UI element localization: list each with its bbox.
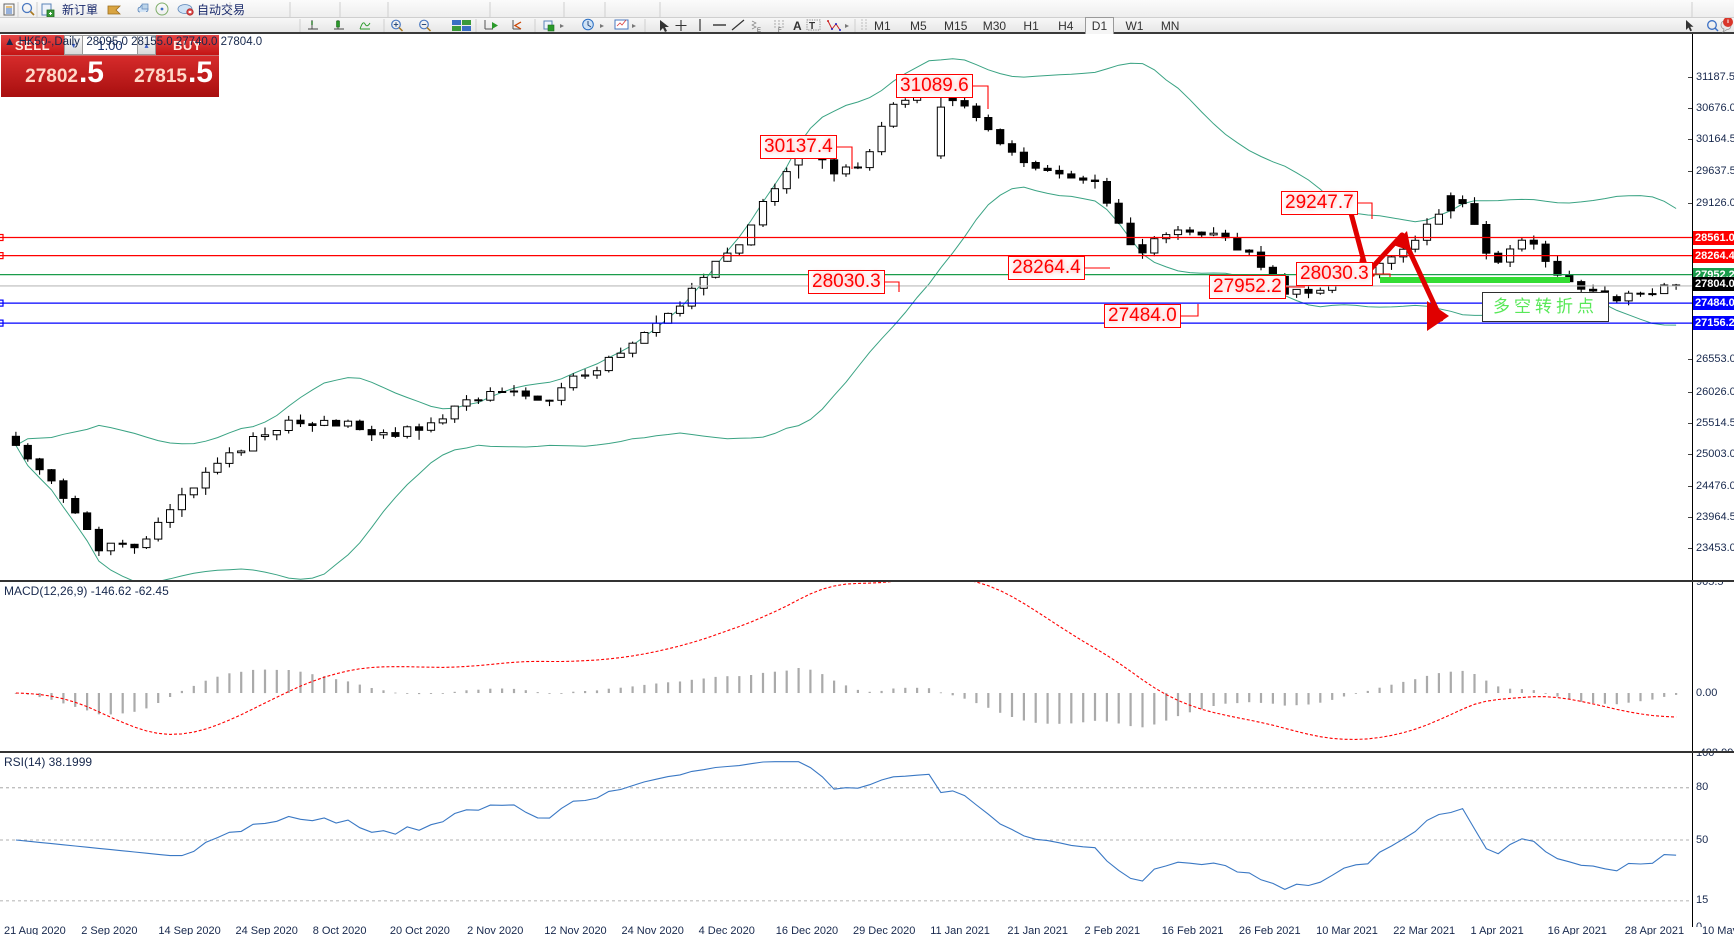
svg-text:自动交易: 自动交易 [197, 2, 245, 17]
svg-text:A: A [793, 19, 802, 33]
svg-text:T: T [809, 21, 815, 32]
svg-text:E: E [757, 28, 761, 33]
svg-text:新订單: 新订單 [62, 2, 98, 17]
svg-text:F: F [778, 28, 782, 33]
